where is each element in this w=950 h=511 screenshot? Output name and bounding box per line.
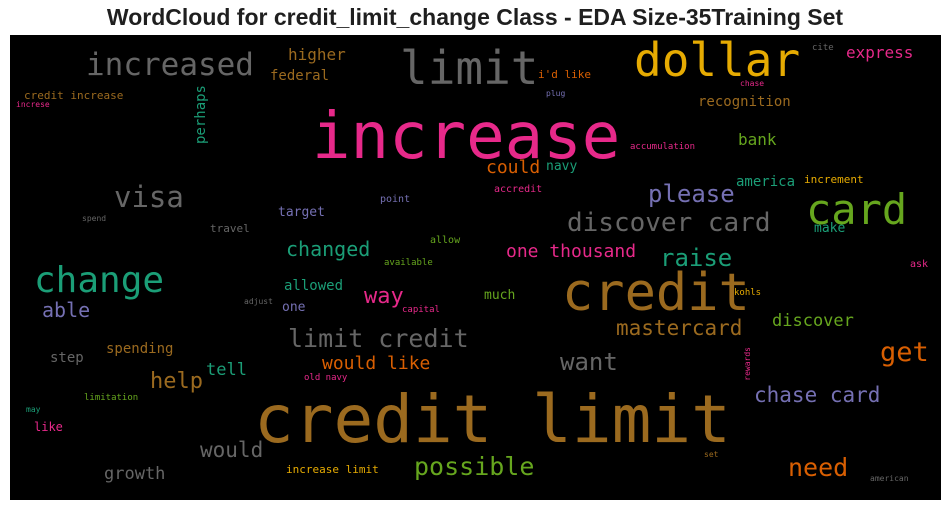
word-chase-card: chase card	[754, 383, 881, 407]
word-accredit: accredit	[494, 184, 543, 195]
figure-title: WordCloud for credit_limit_change Class …	[106, 4, 844, 30]
word-capital: capital	[402, 305, 440, 315]
word-adjust: adjust	[244, 297, 273, 306]
word-dollar: dollar	[634, 35, 801, 87]
word-get: get	[880, 337, 929, 368]
word-could: could	[486, 157, 541, 178]
word-increase-limit: increase limit	[286, 463, 379, 476]
word-navy: navy	[546, 159, 578, 174]
word-available: available	[384, 258, 433, 268]
word-step: step	[50, 350, 84, 366]
word-increased: increased	[86, 47, 254, 83]
word-cloud: credit limit increase credit dollar limi…	[10, 35, 941, 500]
word-increse: increse	[16, 100, 50, 109]
word-higher: higher	[288, 45, 346, 64]
word-discover-card: discover card	[567, 208, 771, 238]
word-one: one	[282, 300, 306, 315]
word-plug: plug	[546, 89, 566, 98]
word-express: express	[846, 43, 914, 62]
word-spend: spend	[82, 214, 107, 223]
word-credit-increase: credit increase	[24, 89, 124, 102]
word-limitation: limitation	[84, 393, 139, 403]
word-please: please	[648, 180, 735, 208]
word-ask: ask	[910, 259, 929, 270]
word-perhaps: perhaps	[193, 85, 209, 145]
word-want: want	[560, 348, 618, 376]
word-limit: limit	[400, 41, 539, 95]
word-way: way	[364, 284, 404, 309]
word-cite: cite	[812, 43, 834, 53]
word-increment: increment	[804, 173, 864, 186]
word-raise: raise	[660, 244, 733, 272]
word-change: change	[34, 260, 165, 301]
word-able: able	[42, 298, 91, 322]
word-changed: changed	[286, 237, 371, 261]
word-much: much	[484, 288, 516, 303]
word-credit-limit: credit limit	[254, 381, 731, 458]
word-limit-credit: limit credit	[288, 324, 469, 353]
word-american: american	[870, 474, 909, 483]
word-help: help	[150, 369, 203, 394]
word-travel: travel	[210, 222, 250, 235]
word-growth: growth	[104, 464, 166, 484]
word-recognition: recognition	[698, 94, 791, 110]
word-allowed: allowed	[284, 278, 344, 294]
word-would: would	[200, 438, 264, 462]
word-america: america	[736, 174, 796, 190]
word-target: target	[278, 205, 325, 220]
word-discover: discover	[772, 311, 854, 331]
word-id-like: i'd like	[538, 68, 591, 81]
word-may: may	[26, 405, 41, 414]
word-point: point	[380, 194, 411, 205]
word-make: make	[814, 221, 846, 236]
word-chase: chase	[740, 79, 765, 88]
word-rewards: rewards	[743, 347, 752, 381]
word-card: card	[806, 185, 908, 234]
word-spending: spending	[106, 341, 174, 357]
word-bank: bank	[738, 130, 777, 149]
word-visa: visa	[114, 180, 184, 214]
word-one-thousand: one thousand	[506, 241, 637, 262]
word-mastercard: mastercard	[616, 316, 743, 340]
word-like: like	[34, 420, 63, 434]
word-accumulation: accumulation	[630, 142, 696, 152]
word-old-navy: old navy	[304, 373, 348, 383]
word-federal: federal	[270, 68, 330, 84]
word-possible: possible	[414, 452, 535, 481]
word-allow: allow	[430, 235, 461, 246]
word-would-like: would like	[322, 353, 431, 374]
word-kohls: kohls	[734, 288, 762, 298]
word-tell: tell	[206, 360, 247, 380]
word-credit: credit	[562, 263, 750, 323]
word-need: need	[788, 453, 849, 482]
word-set: set	[704, 450, 719, 459]
word-increase: increase	[312, 100, 621, 174]
